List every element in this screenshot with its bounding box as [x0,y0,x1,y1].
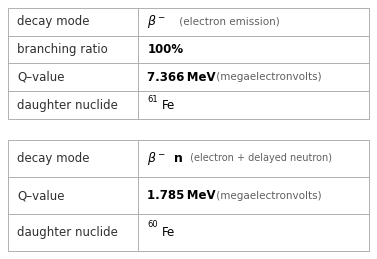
Text: daughter nuclide: daughter nuclide [17,226,118,239]
Text: 1.785 MeV: 1.785 MeV [147,189,216,202]
Text: (megaelectronvolts): (megaelectronvolts) [213,191,322,200]
Text: (megaelectronvolts): (megaelectronvolts) [213,72,322,82]
Bar [8,140,369,251]
Text: 60: 60 [147,220,158,229]
Text: $\beta^-$: $\beta^-$ [147,13,166,30]
Text: 100%: 100% [147,43,183,56]
Text: Fe: Fe [162,226,175,239]
Text: (electron + delayed neutron): (electron + delayed neutron) [187,153,332,163]
Text: $\beta^-$: $\beta^-$ [147,150,166,167]
Text: decay mode: decay mode [17,15,89,28]
Text: decay mode: decay mode [17,152,89,165]
Text: (electron emission): (electron emission) [176,17,279,27]
Text: Fe: Fe [162,99,175,112]
Text: n: n [175,152,183,165]
Text: 7.366 MeV: 7.366 MeV [147,71,216,84]
Text: branching ratio: branching ratio [17,43,108,56]
Text: Q–value: Q–value [17,189,64,202]
Bar [8,8,369,119]
Text: 61: 61 [147,95,158,104]
Text: Q–value: Q–value [17,71,64,84]
Text: daughter nuclide: daughter nuclide [17,99,118,112]
